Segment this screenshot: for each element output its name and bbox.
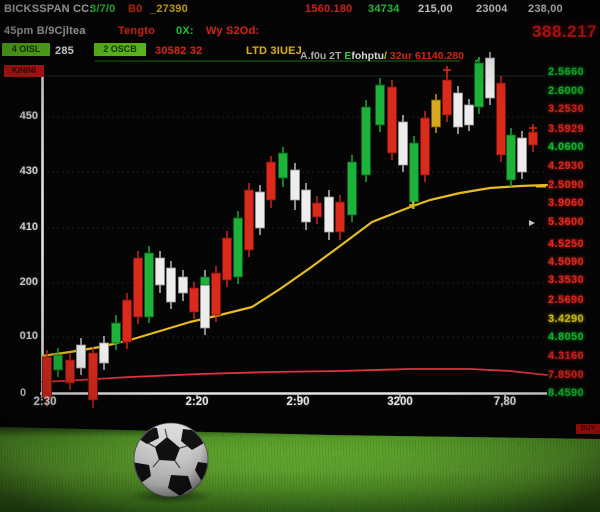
time-axis-label: 2:20 — [185, 396, 209, 408]
price-axis-label: 2.5690 — [548, 294, 585, 306]
left-axis-label: 450 — [19, 110, 38, 122]
price-axis-label: 4.8050 — [548, 331, 585, 343]
ticker-row2-item: Wy S2Od: — [206, 25, 260, 37]
status-segment: fohptu — [351, 50, 385, 62]
green-badge: 4 OISL — [2, 43, 50, 56]
price-axis-label: 8.4590 — [548, 387, 585, 399]
ticker-row1-item: 34734 — [368, 3, 400, 15]
ticker-row3-item: 285 — [55, 45, 74, 57]
ticker-row1-item: B0 — [128, 3, 143, 15]
time-axis-label: 3200 — [387, 396, 413, 408]
check-icon: ✓ — [474, 55, 482, 65]
ball-shading — [134, 423, 208, 497]
left-axis-label: 430 — [19, 165, 38, 177]
ticker-row3-item: 30582 32 — [155, 45, 203, 57]
ticker-row1-item: 238,00 — [528, 3, 563, 15]
green-badge: 2 OSCB — [94, 43, 146, 56]
status-segment: 32ur 61140.280 — [386, 50, 465, 62]
left-axis-label: 410 — [19, 221, 38, 233]
price-axis-label: 2.5090 — [548, 179, 585, 191]
status-segment: A.f0u 2T — [300, 50, 345, 62]
price-axis-label: 3.3530 — [548, 274, 585, 286]
price-axis-label: 3.4290 — [548, 313, 585, 325]
ticker-row1-item: _27390 — [150, 3, 188, 15]
last-price: 388.217 — [532, 22, 597, 41]
ticker-status-line: A.f0u 2T Efohptu/ 32ur 61140.280 — [300, 50, 464, 62]
ticker-row1-item: BICKSSPAN CC: — [4, 3, 94, 15]
price-axis-label: 4.5090 — [548, 256, 585, 268]
price-axis-label: 4.0600 — [548, 141, 585, 153]
price-axis-label: 2.5660 — [548, 66, 585, 78]
price-axis-label: 2.6000 — [548, 85, 585, 97]
soccer-ball — [133, 422, 209, 498]
ticker-row1-item: 1560.180 — [305, 3, 353, 15]
price-axis-label: 3.9060 — [548, 197, 585, 209]
ticker-row1-item: 3/7/0 — [90, 3, 116, 15]
price-axis-label: 3.5929 — [548, 123, 585, 135]
ticker-row3-item: LTD 3IUEJ — [246, 45, 302, 57]
price-axis-label: 5.3600 — [548, 216, 585, 228]
ticker-row2-item: 45pm B/9Cjltea — [4, 25, 86, 37]
price-axis-label: 7.8500 — [548, 369, 585, 381]
price-axis-label: 3.2530 — [548, 103, 585, 115]
corner-badge: BUY — [576, 424, 600, 434]
time-axis-label: 7,80 — [493, 396, 517, 408]
ticker-row2-item: Tengto — [118, 25, 156, 37]
ticker-row1-item: 23004 — [476, 3, 508, 15]
price-axis-label: 4.5250 — [548, 238, 585, 250]
left-axis-label: 200 — [19, 276, 38, 288]
price-axis-label: 4.3160 — [548, 350, 585, 362]
panel-badge: KININI — [4, 65, 44, 77]
price-axis-label: 4.2930 — [548, 160, 585, 172]
ticker-row1-item: 215,00 — [418, 3, 453, 15]
time-axis-label: 2:90 — [286, 396, 310, 408]
ticker-row2-item: 0X: — [176, 25, 194, 37]
time-axis-label: 2:30 — [33, 396, 57, 408]
left-axis-label: 010 — [19, 330, 38, 342]
